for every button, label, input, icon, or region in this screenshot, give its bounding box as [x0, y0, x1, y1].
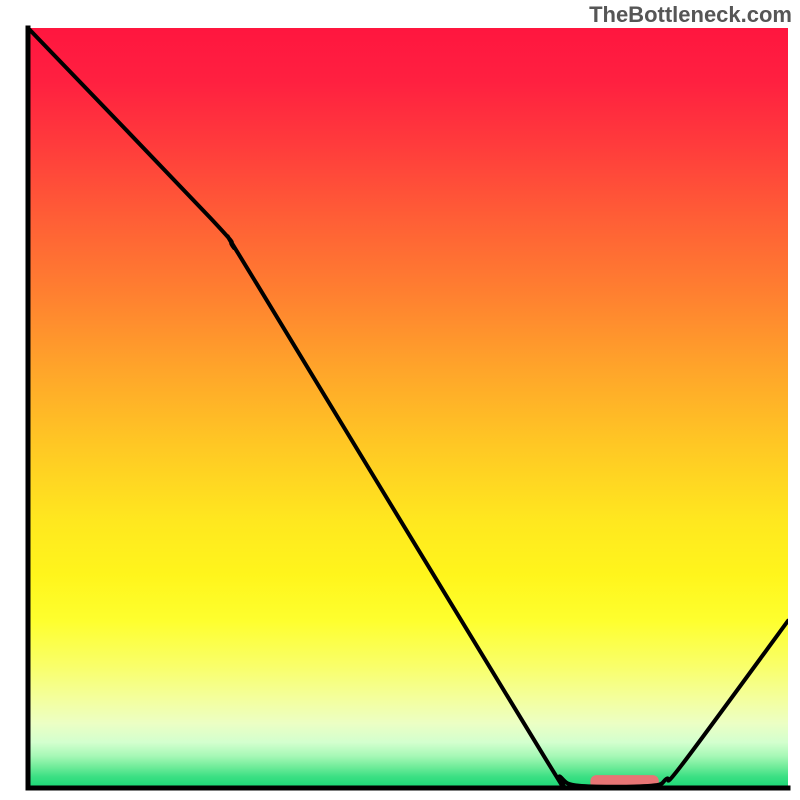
bottleneck-chart [0, 0, 800, 800]
chart-container: { "watermark": { "text": "TheBottleneck.… [0, 0, 800, 800]
watermark-text: TheBottleneck.com [589, 2, 792, 28]
gradient-background [28, 28, 788, 788]
